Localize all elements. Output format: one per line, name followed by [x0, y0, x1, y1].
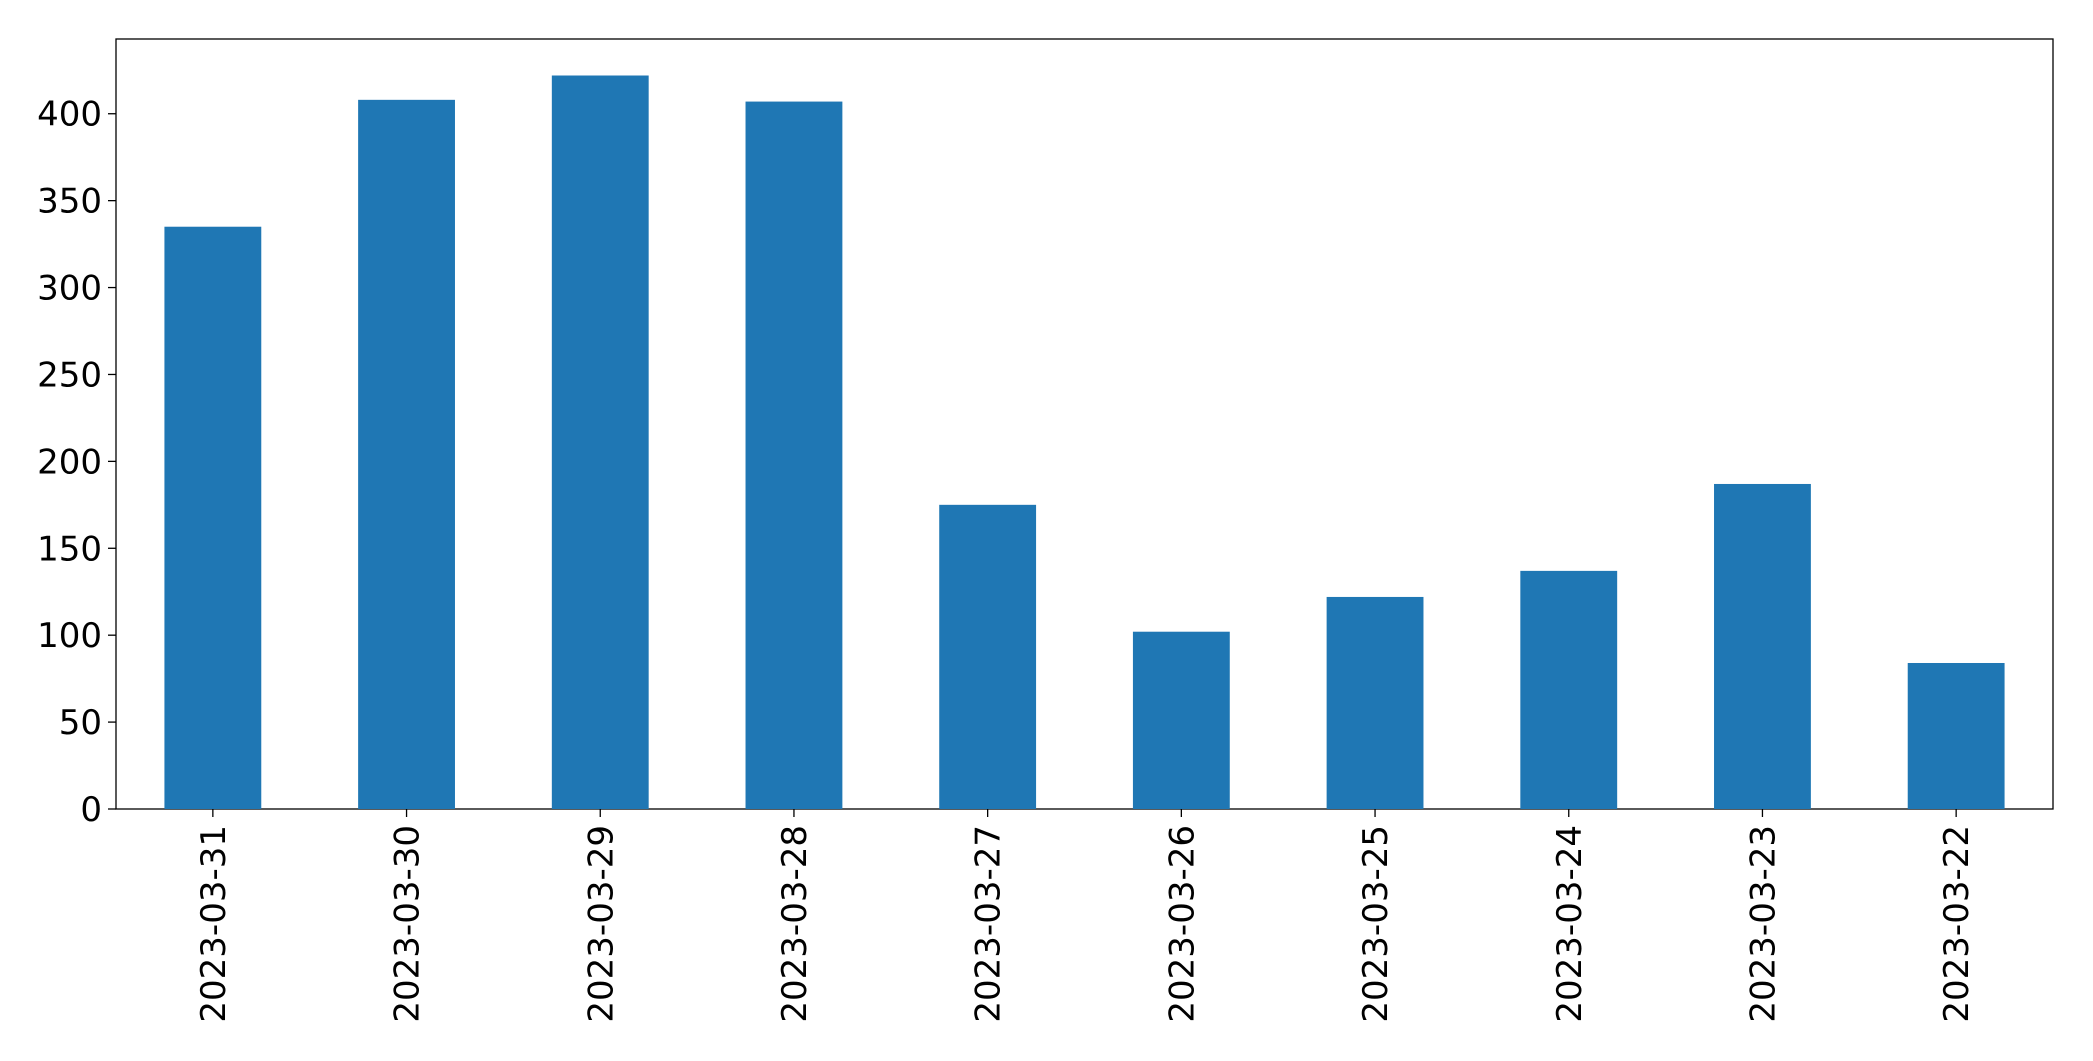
x-tick-label: 2023-03-24 [1550, 825, 1590, 1023]
y-tick-label: 250 [37, 355, 102, 395]
y-tick-label: 100 [37, 616, 102, 656]
bar [164, 226, 262, 809]
bar [1326, 596, 1424, 809]
bar [1520, 570, 1618, 809]
bar [551, 75, 649, 810]
bar [745, 101, 843, 809]
x-tick-label: 2023-03-25 [1356, 825, 1396, 1023]
y-tick-label: 200 [37, 442, 102, 482]
x-tick-label: 2023-03-28 [775, 825, 815, 1023]
axes-frame [115, 38, 2054, 810]
x-tick-label: 2023-03-27 [969, 825, 1009, 1023]
y-tick-label: 350 [37, 182, 102, 222]
x-tick-label: 2023-03-26 [1162, 825, 1202, 1023]
bar [939, 504, 1037, 809]
y-tick-label: 0 [80, 790, 102, 830]
y-tick-label: 150 [37, 529, 102, 569]
bar [1132, 631, 1230, 809]
x-tick-label: 2023-03-30 [388, 825, 428, 1023]
bar [358, 99, 455, 810]
x-tick-label: 2023-03-31 [194, 825, 234, 1023]
bar [1907, 662, 2005, 809]
bar [1714, 483, 1811, 809]
x-tick-label: 2023-03-29 [581, 825, 621, 1023]
y-tick-label: 400 [37, 95, 102, 135]
y-tick-label: 300 [37, 269, 102, 309]
y-tick-label: 50 [59, 703, 102, 743]
x-tick-label: 2023-03-23 [1743, 825, 1783, 1023]
x-tick-label: 2023-03-22 [1937, 825, 1977, 1023]
